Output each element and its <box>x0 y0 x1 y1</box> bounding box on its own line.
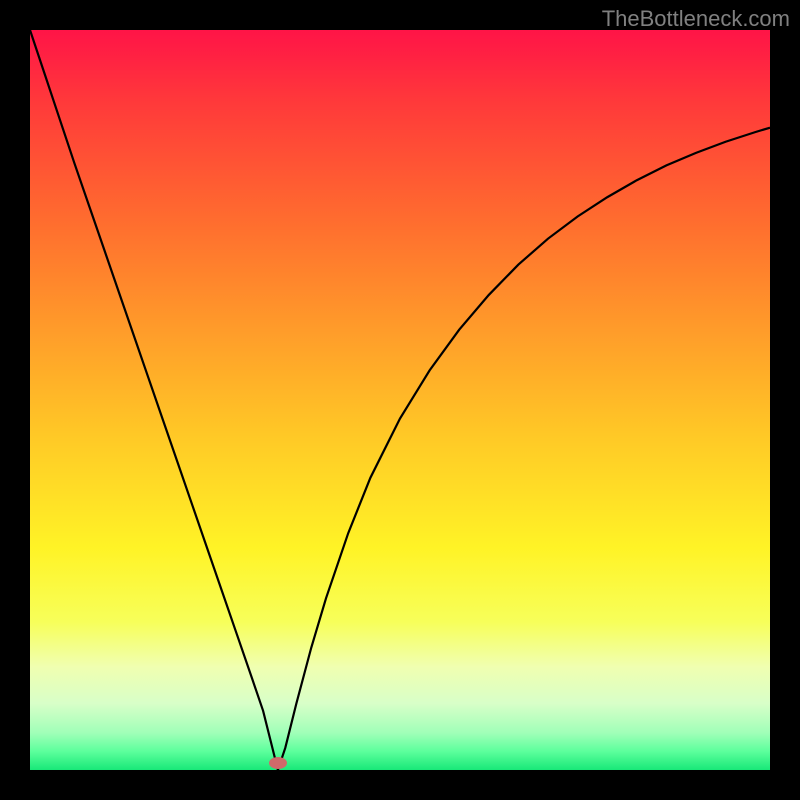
bottleneck-curve <box>30 30 770 770</box>
plot-area <box>30 30 770 770</box>
minimum-marker <box>269 757 287 769</box>
watermark-text: TheBottleneck.com <box>602 6 790 32</box>
